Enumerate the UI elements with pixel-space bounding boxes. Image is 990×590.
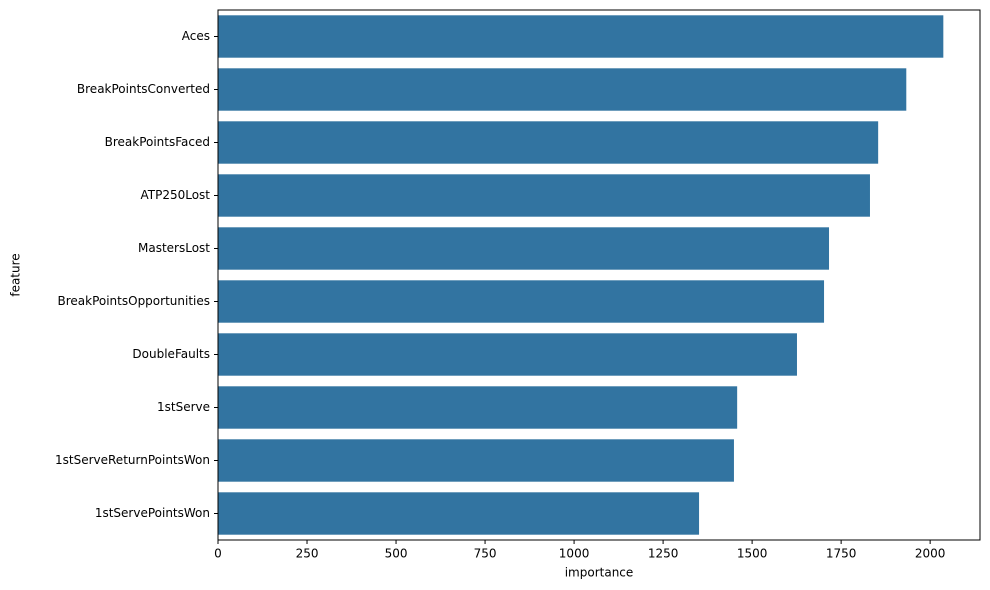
x-axis-label: importance [565,566,634,580]
bar [218,174,870,217]
bar [218,280,825,323]
y-tick-label: 1stServeReturnPointsWon [55,453,210,467]
bar [218,386,738,429]
x-tick-label: 2000 [915,547,946,561]
y-tick-label: 1stServe [157,400,210,414]
x-tick-label: 1250 [648,547,679,561]
bar [218,121,879,164]
y-axis-label: feature [9,253,23,296]
y-tick-label: ATP250Lost [140,188,210,202]
plot-frame [217,9,981,541]
y-tick-label: BreakPointsOpportunities [57,294,210,308]
x-tick-label: 1500 [737,547,768,561]
y-tick-label: MastersLost [138,241,210,255]
y-tick-label: 1stServePointsWon [95,506,210,520]
x-tick-label: 750 [474,547,497,561]
x-tick-label: 1000 [559,547,590,561]
bar [218,333,797,376]
bar [218,15,944,58]
bar [218,439,734,482]
bar [218,227,830,270]
y-tick-label: BreakPointsConverted [77,82,210,96]
y-tick-label: Aces [182,29,210,43]
y-tick-label: DoubleFaults [132,347,210,361]
x-tick-label: 1750 [826,547,857,561]
x-tick-label: 0 [214,547,222,561]
bar [218,68,907,111]
y-tick-label: BreakPointsFaced [105,135,210,149]
x-tick-label: 250 [296,547,319,561]
bar [218,492,700,535]
x-tick-label: 500 [385,547,408,561]
